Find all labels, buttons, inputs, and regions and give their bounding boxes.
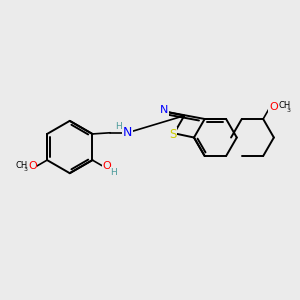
Text: 3: 3 [286, 108, 291, 113]
Text: 3: 3 [23, 167, 27, 172]
Text: S: S [169, 128, 176, 141]
Text: N: N [160, 105, 168, 115]
Text: O: O [269, 102, 278, 112]
Text: CH: CH [15, 161, 28, 170]
Text: H: H [110, 168, 117, 177]
Text: N: N [123, 126, 132, 139]
Text: O: O [103, 161, 112, 171]
Text: O: O [28, 161, 37, 171]
Text: CH: CH [279, 101, 291, 110]
Text: H: H [116, 122, 122, 131]
